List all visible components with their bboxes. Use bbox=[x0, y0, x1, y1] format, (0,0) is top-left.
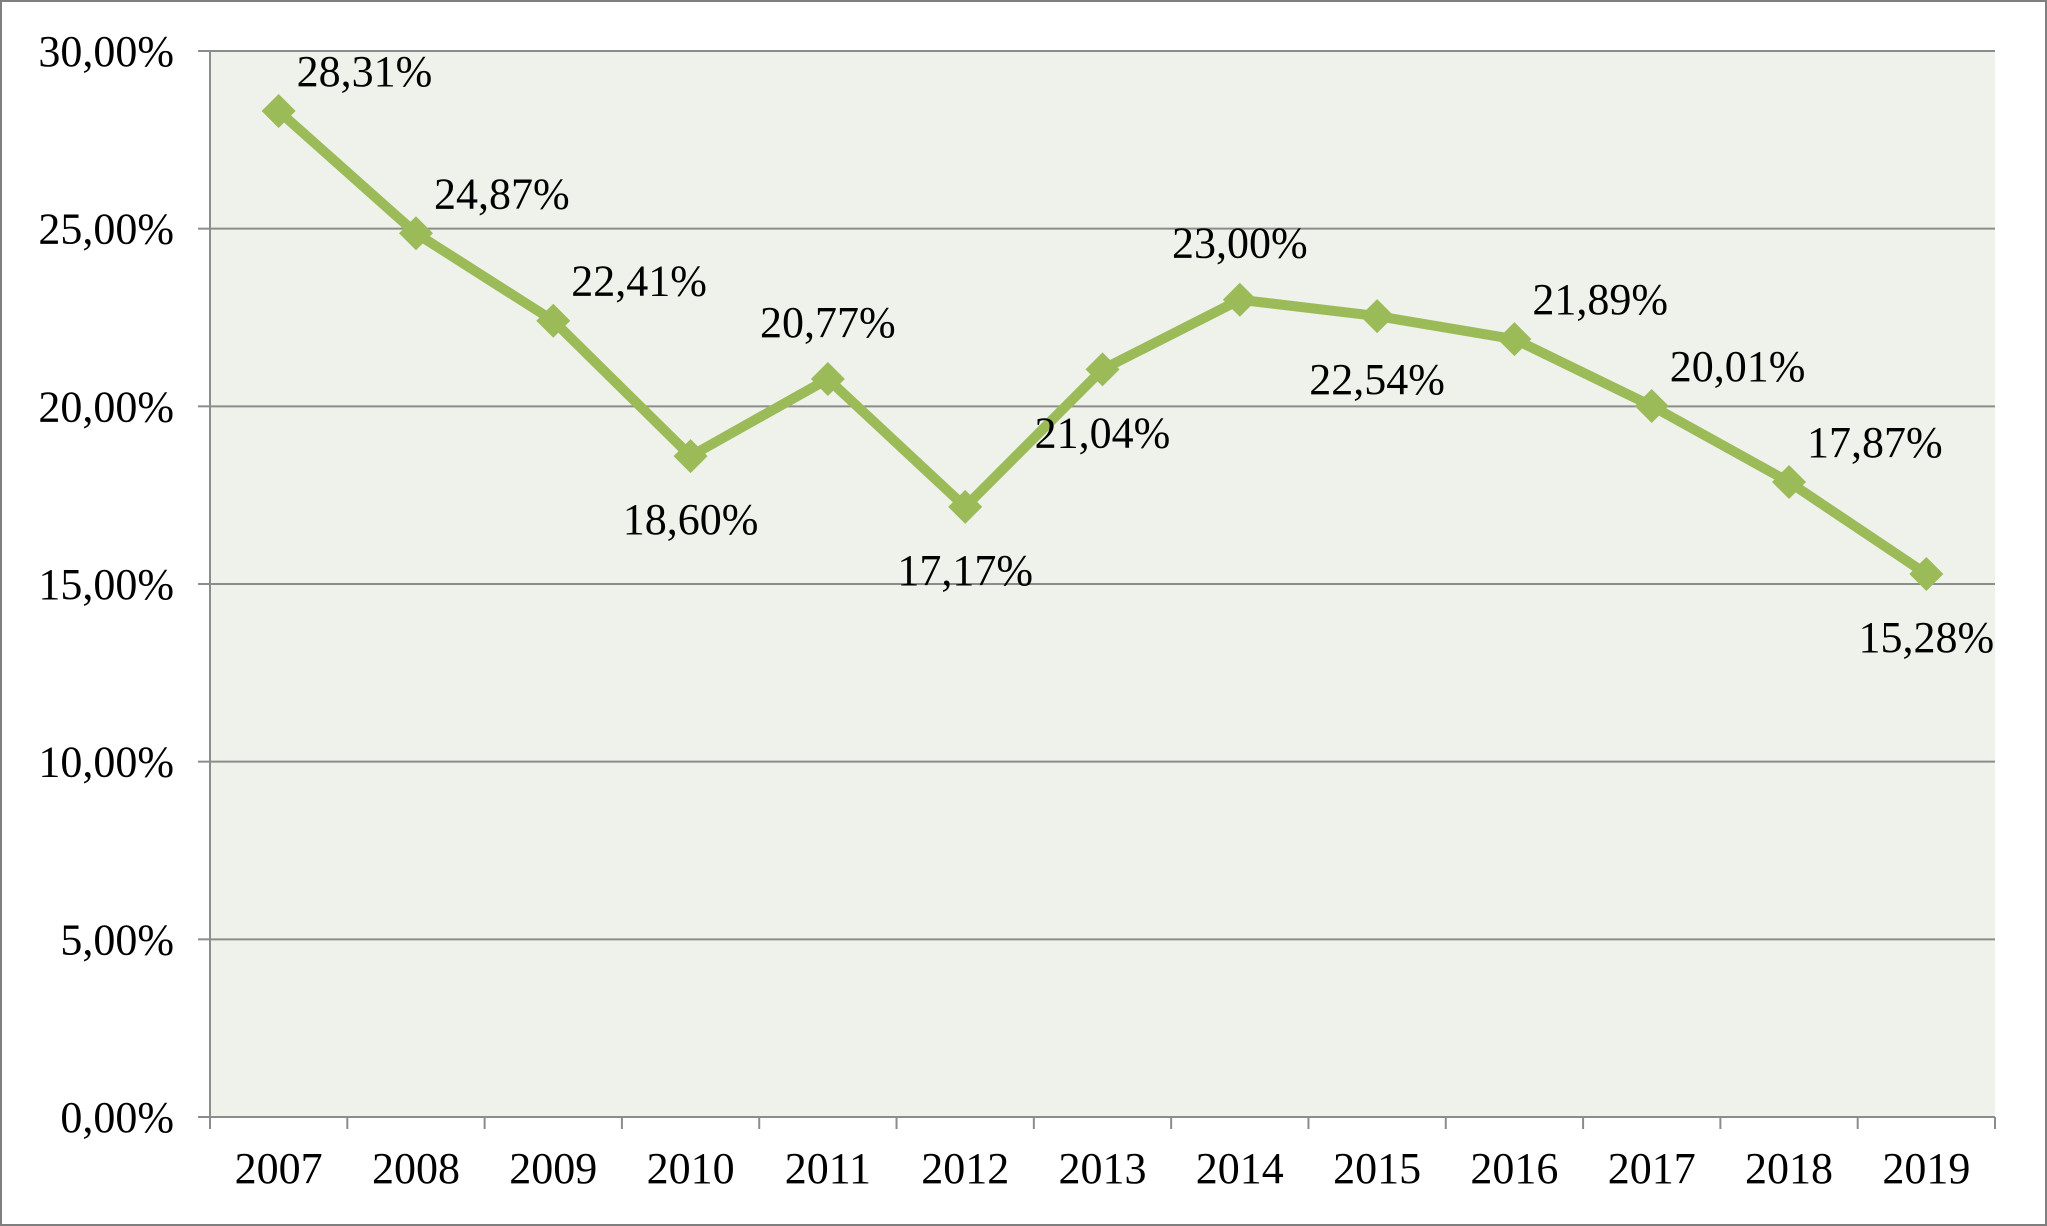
x-tick-label: 2010 bbox=[647, 1144, 735, 1193]
y-tick-label: 25,00% bbox=[38, 205, 174, 254]
data-point-marker bbox=[1772, 465, 1807, 500]
y-tick-label: 15,00% bbox=[38, 560, 174, 609]
data-label: 21,89% bbox=[1532, 275, 1668, 324]
data-point-marker bbox=[1634, 388, 1669, 423]
x-tick-label: 2015 bbox=[1333, 1144, 1421, 1193]
data-label: 17,17% bbox=[897, 546, 1033, 595]
data-point-marker bbox=[948, 489, 983, 524]
x-tick-label: 2011 bbox=[785, 1144, 871, 1193]
data-label: 22,54% bbox=[1309, 355, 1445, 404]
y-tick-label: 10,00% bbox=[38, 738, 174, 787]
x-tick-label: 2018 bbox=[1745, 1144, 1833, 1193]
data-label: 17,87% bbox=[1807, 418, 1943, 467]
data-labels: 28,31% 24,87%22,41% 18,60% 20,77% 17,17% 21,0… bbox=[297, 47, 1995, 662]
x-tick-label: 2016 bbox=[1470, 1144, 1558, 1193]
data-point-marker bbox=[673, 439, 708, 474]
x-tick-label: 2007 bbox=[235, 1144, 323, 1193]
data-point-marker bbox=[536, 303, 571, 338]
data-point-marker bbox=[1360, 299, 1395, 334]
gridlines bbox=[210, 50, 1995, 941]
x-tick-label: 2017 bbox=[1608, 1144, 1696, 1193]
data-label: 20,01% bbox=[1670, 342, 1806, 391]
data-point-marker bbox=[1497, 322, 1532, 357]
x-tick-label: 2014 bbox=[1196, 1144, 1284, 1193]
data-label: 23,00% bbox=[1172, 219, 1308, 268]
data-point-marker bbox=[1085, 352, 1120, 387]
y-tick-label: 5,00% bbox=[60, 915, 174, 964]
data-label: 20,77% bbox=[760, 298, 896, 347]
data-point-marker bbox=[810, 361, 845, 396]
axes bbox=[198, 50, 1996, 1129]
data-label: 18,60% bbox=[623, 495, 759, 544]
data-label: 15,28% bbox=[1859, 613, 1995, 662]
y-axis-tick-labels: 0,00% 5,00% 10,00% 15,00% 20,00% 25,00% 30,00% bbox=[38, 27, 174, 1142]
data-label: 22,41% bbox=[571, 257, 707, 306]
data-label: 24,87% bbox=[434, 169, 570, 218]
x-axis-tick-labels: 2007 2008 2009 2010 2011 2012 2013 2014 2015 2016… bbox=[235, 1144, 1971, 1193]
data-point-marker bbox=[1909, 557, 1944, 592]
data-point-marker bbox=[1222, 282, 1257, 317]
data-point-marker bbox=[398, 216, 433, 251]
y-tick-label: 30,00% bbox=[38, 27, 174, 76]
y-tick-label: 0,00% bbox=[60, 1093, 174, 1142]
data-point-marker bbox=[261, 94, 296, 129]
x-tick-label: 2009 bbox=[509, 1144, 597, 1193]
x-tick-label: 2019 bbox=[1882, 1144, 1970, 1193]
x-tick-label: 2013 bbox=[1059, 1144, 1147, 1193]
series-layer bbox=[261, 94, 1944, 592]
y-tick-label: 20,00% bbox=[38, 382, 174, 431]
x-tick-label: 2012 bbox=[921, 1144, 1009, 1193]
data-label: 28,31% bbox=[297, 47, 433, 96]
data-label: 21,04% bbox=[1035, 408, 1171, 457]
x-tick-label: 2008 bbox=[372, 1144, 460, 1193]
